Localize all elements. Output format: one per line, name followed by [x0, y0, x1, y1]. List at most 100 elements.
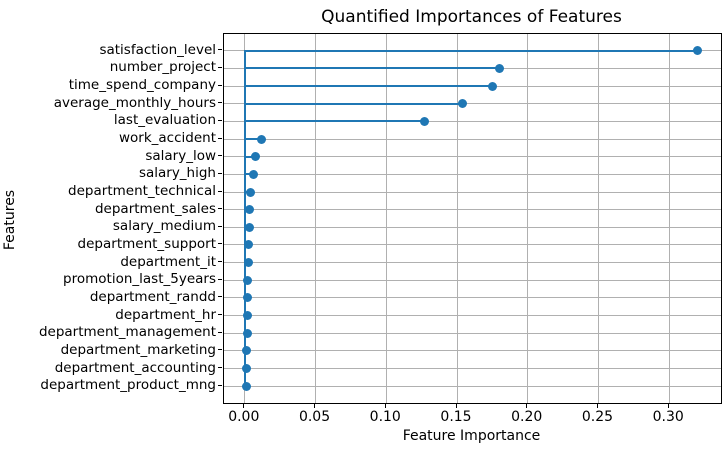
stem-line [244, 155, 256, 158]
y-tick-label: work_accident [118, 130, 216, 147]
y-tick-label: department_product_mng [40, 377, 216, 394]
y-gridline [224, 173, 721, 175]
y-gridline [224, 350, 721, 352]
y-tick-label: department_sales [94, 200, 216, 217]
y-tick-label: number_project [109, 59, 216, 76]
x-tick-label: 0.20 [511, 409, 543, 425]
y-gridline [224, 138, 721, 140]
data-point-marker [246, 187, 256, 197]
data-point-marker [245, 205, 255, 215]
y-tick-mark [218, 102, 222, 104]
data-point-marker [248, 169, 258, 179]
y-tick-mark [218, 349, 222, 351]
y-tick-label: department_accounting [54, 359, 216, 376]
y-gridline [224, 368, 721, 370]
x-tick-label: 0.30 [652, 409, 684, 425]
y-tick-mark [218, 278, 222, 280]
y-gridline [224, 103, 721, 105]
y-tick-mark [218, 296, 222, 298]
y-tick-mark [218, 384, 222, 386]
y-tick-mark [218, 208, 222, 210]
y-tick-label: department_support [77, 235, 216, 252]
y-gridline [224, 297, 721, 299]
data-point-marker [243, 275, 253, 285]
data-point-marker [244, 222, 254, 232]
y-tick-mark [218, 119, 222, 121]
x-gridline [315, 34, 317, 403]
y-gridline [224, 120, 721, 122]
x-gridline [597, 34, 599, 403]
x-tick-mark [243, 404, 245, 408]
y-tick-mark [218, 49, 222, 51]
x-gridline [527, 34, 529, 403]
chart-title: Quantified Importances of Features [321, 7, 622, 27]
y-tick-label: time_spend_company [68, 77, 216, 94]
x-tick-label: 0.05 [298, 409, 331, 425]
stem-line [244, 138, 262, 141]
y-tick-mark [218, 367, 222, 369]
data-point-marker [243, 258, 253, 268]
y-gridline [224, 385, 721, 387]
y-tick-mark [218, 243, 222, 245]
y-gridline [224, 262, 721, 264]
y-tick-label: last_evaluation [113, 112, 216, 129]
y-tick-label: department_randd [89, 288, 216, 305]
x-tick-mark [526, 404, 528, 408]
y-tick-label: department_technical [68, 183, 216, 200]
y-tick-label: promotion_last_5years [63, 271, 216, 288]
y-gridline [224, 332, 721, 334]
y-gridline [224, 315, 721, 317]
x-tick-mark [596, 404, 598, 408]
data-point-marker [419, 116, 429, 126]
data-point-marker [458, 99, 468, 109]
x-axis-title: Feature Importance [402, 428, 541, 444]
data-point-marker [257, 134, 267, 144]
y-gridline [224, 156, 721, 158]
y-gridline [224, 209, 721, 211]
y-tick-label: satisfaction_level [99, 41, 216, 58]
x-tick-mark [667, 404, 669, 408]
y-gridline [224, 191, 721, 193]
data-point-marker [243, 293, 253, 303]
plot-area [223, 33, 722, 404]
y-tick-mark [218, 331, 222, 333]
stem-baseline [243, 49, 246, 388]
data-point-marker [242, 311, 252, 321]
y-tick-mark [218, 225, 222, 227]
data-point-marker [693, 46, 702, 56]
y-gridline [224, 244, 721, 246]
y-tick-label: average_monthly_hours [53, 94, 216, 111]
y-tick-mark [218, 155, 222, 157]
x-tick-label: 0.15 [440, 409, 472, 425]
y-tick-mark [218, 84, 222, 86]
x-tick-label: 0.00 [228, 409, 260, 425]
x-gridline [385, 34, 387, 403]
y-tick-mark [218, 172, 222, 174]
x-tick-mark [455, 404, 457, 408]
data-point-marker [242, 364, 252, 374]
data-point-marker [487, 81, 497, 91]
y-tick-mark [218, 190, 222, 192]
y-tick-label: department_management [38, 324, 216, 341]
data-point-marker [494, 63, 504, 73]
y-tick-mark [218, 137, 222, 139]
y-tick-mark [218, 261, 222, 263]
x-gridline [456, 34, 458, 403]
y-gridline [224, 279, 721, 281]
y-gridline [224, 226, 721, 228]
y-tick-label: salary_medium [112, 218, 216, 235]
x-tick-label: 0.25 [581, 409, 614, 425]
data-point-marker [242, 328, 252, 338]
data-point-marker [241, 381, 251, 391]
y-tick-label: salary_high [138, 165, 216, 182]
x-tick-label: 0.10 [369, 409, 401, 425]
data-point-marker [250, 152, 260, 162]
data-point-marker [242, 346, 252, 356]
stem-line [244, 49, 698, 52]
y-tick-label: department_marketing [60, 341, 216, 358]
x-tick-mark [384, 404, 386, 408]
y-tick-mark [218, 66, 222, 68]
data-point-marker [244, 240, 254, 250]
x-gridline [668, 34, 670, 403]
